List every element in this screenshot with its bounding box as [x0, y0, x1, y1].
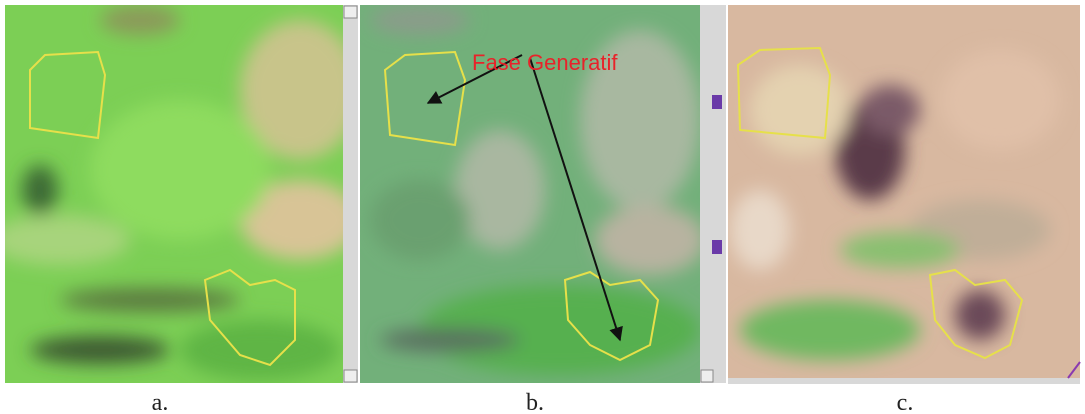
scrollbar[interactable]	[343, 5, 358, 383]
arrow	[529, 57, 623, 342]
annotation: Fase Generatif	[472, 50, 618, 75]
panel-b-image	[360, 5, 700, 383]
panel-c-image	[728, 5, 1080, 383]
panel-label: a.	[152, 390, 169, 414]
panel-a-image	[5, 5, 343, 383]
arrow	[426, 54, 523, 104]
scrollbar[interactable]	[700, 5, 726, 383]
panel-label: c.	[897, 390, 914, 414]
panel-label: b.	[526, 390, 544, 414]
